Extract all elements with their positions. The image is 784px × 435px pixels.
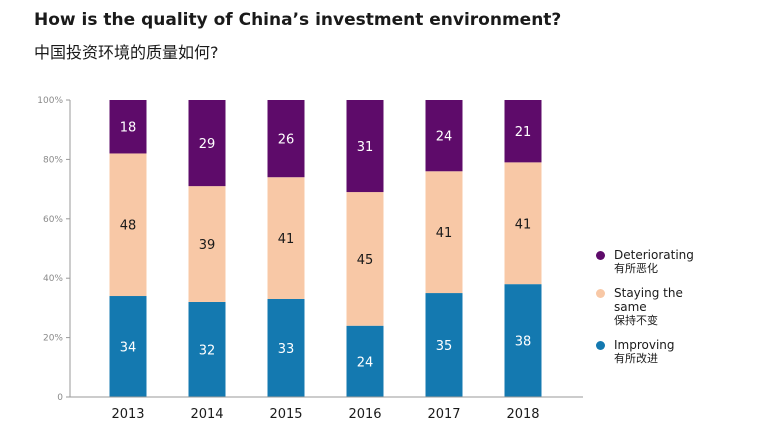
data-label-improving: 35 bbox=[436, 339, 453, 354]
x-axis: 2013 2014 2015 2016 2017 2018 bbox=[70, 396, 583, 422]
chart-title: How is the quality of China’s investment… bbox=[34, 10, 562, 30]
bar-segment-improving bbox=[109, 296, 147, 397]
bar-segment-staying-the-same bbox=[425, 171, 463, 294]
legend-label-deteriorating: Deteriorating bbox=[614, 248, 694, 262]
data-label-deteriorating: 24 bbox=[436, 130, 453, 145]
legend-item-staying-same: Staying the same 保持不变 bbox=[596, 286, 706, 328]
data-label-staying-the-same: 45 bbox=[357, 253, 374, 268]
bar-segment-deteriorating bbox=[425, 100, 463, 172]
data-label-staying-the-same: 48 bbox=[120, 219, 137, 234]
bar-segment-deteriorating bbox=[109, 100, 147, 154]
legend-marker-deteriorating bbox=[596, 251, 605, 260]
bar-segment-staying-the-same bbox=[346, 192, 384, 326]
bar-segment-staying-the-same bbox=[504, 162, 542, 285]
data-label-staying-the-same: 41 bbox=[278, 232, 295, 247]
y-tick-label: 20% bbox=[43, 334, 63, 344]
bar-segment-improving bbox=[425, 293, 463, 397]
bar-segment-staying-the-same bbox=[267, 177, 305, 299]
data-label-improving: 33 bbox=[278, 342, 295, 357]
y-tick-label: 80% bbox=[43, 155, 63, 165]
data-label-deteriorating: 29 bbox=[199, 137, 216, 152]
legend-label-deteriorating-zh: 有所恶化 bbox=[614, 262, 658, 275]
x-tick-label: 2016 bbox=[348, 407, 381, 422]
y-tick-label: 100% bbox=[37, 96, 63, 106]
legend-label-staying-same: Staying the same bbox=[614, 286, 683, 314]
legend-marker-improving bbox=[596, 341, 605, 350]
x-tick-label: 2014 bbox=[190, 407, 223, 422]
data-label-staying-the-same: 41 bbox=[436, 226, 453, 241]
bar-segment-deteriorating bbox=[346, 100, 384, 193]
data-label-staying-the-same: 39 bbox=[199, 238, 216, 253]
x-tick-label: 2015 bbox=[269, 407, 302, 422]
data-label-deteriorating: 21 bbox=[515, 125, 532, 140]
legend-item-improving: Improving 有所改进 bbox=[596, 338, 776, 366]
legend-label-improving-zh: 有所改进 bbox=[614, 352, 658, 365]
bar-segment-staying-the-same bbox=[188, 186, 226, 302]
bar-segment-improving bbox=[188, 301, 226, 397]
bars: 34 48 18 32 39 29 33 41 26 24 45 31 35 41 24 38 41 21 bbox=[109, 100, 542, 397]
bar-segment-deteriorating bbox=[504, 100, 542, 163]
x-tick-label: 2017 bbox=[427, 407, 460, 422]
legend-marker-staying-same bbox=[596, 289, 605, 298]
y-tick-label: 0 bbox=[57, 393, 63, 403]
bar-segment-improving bbox=[267, 298, 305, 397]
bar-segment-deteriorating bbox=[267, 100, 305, 178]
data-label-deteriorating: 18 bbox=[120, 121, 137, 136]
chart-subtitle: 中国投资环境的质量如何? bbox=[34, 43, 219, 62]
legend-label-improving: Improving bbox=[614, 338, 675, 352]
y-tick-label: 60% bbox=[43, 215, 63, 225]
data-label-improving: 38 bbox=[515, 335, 532, 350]
y-tick-label: 40% bbox=[43, 274, 63, 284]
bar-segment-improving bbox=[346, 325, 384, 397]
y-axis: 0 20% 40% 60% 80% 100% bbox=[37, 96, 71, 403]
data-label-improving: 24 bbox=[357, 355, 374, 370]
data-label-staying-the-same: 41 bbox=[515, 217, 532, 232]
legend-label-staying-same-zh: 保持不变 bbox=[614, 314, 658, 327]
bar-segment-staying-the-same bbox=[109, 153, 147, 297]
legend: Deteriorating 有所恶化 Staying the same 保持不变… bbox=[596, 248, 776, 376]
bar-segment-improving bbox=[504, 284, 542, 397]
x-tick-label: 2013 bbox=[111, 407, 144, 422]
data-label-deteriorating: 26 bbox=[278, 133, 295, 148]
data-label-improving: 32 bbox=[199, 343, 216, 358]
data-label-improving: 34 bbox=[120, 341, 137, 356]
legend-item-deteriorating: Deteriorating 有所恶化 bbox=[596, 248, 776, 276]
data-label-deteriorating: 31 bbox=[357, 140, 374, 155]
x-tick-label: 2018 bbox=[506, 407, 539, 422]
bar-segment-deteriorating bbox=[188, 100, 226, 187]
